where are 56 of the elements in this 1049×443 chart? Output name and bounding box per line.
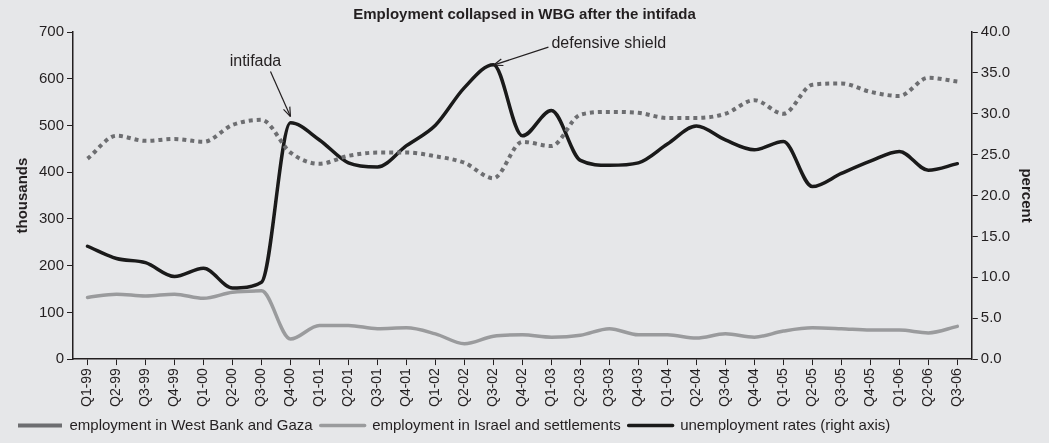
y-tick-label: 200 (39, 255, 65, 273)
y2-tick-label: 15.0 (980, 226, 1011, 244)
x-tick-label: Q2-00 (223, 367, 240, 408)
x-tick-label: Q4-02 (513, 367, 530, 408)
x-tick-label: Q1-00 (194, 367, 211, 408)
y2-tick-label: 5.0 (980, 308, 1002, 326)
annotation: defensive shield (551, 33, 667, 51)
x-tick-label: Q1-99 (78, 367, 95, 408)
x-tick-label: Q4-04 (745, 367, 762, 408)
y2-tick-label: 10.0 (980, 267, 1011, 285)
y2-tick-label: 0.0 (980, 349, 1002, 367)
x-tick-label: Q1-04 (658, 367, 675, 408)
y2-tick-label: 35.0 (980, 63, 1011, 81)
y-axis-title: thousands (13, 157, 31, 234)
x-tick-label: Q4-01 (397, 367, 414, 408)
y-tick-label: 400 (39, 162, 65, 180)
y2-tick-label: 20.0 (980, 185, 1011, 203)
y-tick-label: 300 (39, 209, 65, 227)
x-tick-label: Q4-03 (629, 367, 646, 408)
y2-tick-label: 25.0 (980, 144, 1011, 162)
x-tick-label: Q4-05 (861, 367, 878, 408)
x-tick-label: Q1-05 (774, 367, 791, 408)
y-tick-label: 500 (39, 115, 65, 133)
x-tick-label: Q3-06 (948, 367, 965, 408)
x-tick-label: Q4-99 (165, 367, 182, 408)
x-tick-label: Q3-99 (136, 367, 153, 408)
legend-label: unemployment rates (right axis) (680, 415, 891, 433)
x-tick-label: Q3-02 (484, 367, 501, 408)
legend-label: employment in Israel and settlements (372, 415, 621, 433)
x-tick-label: Q2-04 (687, 367, 704, 408)
x-tick-label: Q1-01 (310, 367, 327, 408)
x-tick-label: Q3-05 (832, 367, 849, 408)
y2-tick-label: 40.0 (980, 22, 1011, 40)
legend-label: employment in West Bank and Gaza (69, 415, 314, 433)
y-tick-label: 700 (39, 22, 65, 40)
y-tick-label: 100 (39, 302, 65, 320)
chart-title: Employment collapsed in WBG after the intifada (353, 5, 697, 23)
x-tick-label: Q4-00 (281, 367, 298, 408)
y2-axis-title: percent (1018, 168, 1036, 223)
y2-tick-label: 30.0 (980, 103, 1011, 121)
x-tick-label: Q3-01 (368, 367, 385, 408)
x-tick-label: Q3-04 (716, 367, 733, 408)
x-tick-label: Q1-03 (542, 367, 559, 408)
y-tick-label: 600 (39, 68, 65, 86)
y-tick-label: 0 (55, 349, 65, 367)
x-tick-label: Q2-01 (339, 367, 356, 408)
x-tick-label: Q2-05 (803, 367, 820, 408)
x-tick-label: Q1-06 (890, 367, 907, 408)
x-tick-label: Q3-00 (252, 367, 269, 408)
x-tick-label: Q3-03 (600, 367, 617, 408)
x-tick-label: Q2-99 (107, 367, 124, 408)
x-tick-label: Q2-03 (571, 367, 588, 408)
x-tick-label: Q2-02 (455, 367, 472, 408)
x-tick-label: Q1-02 (426, 367, 443, 408)
x-tick-label: Q2-06 (919, 367, 936, 408)
annotation: intifada (229, 51, 282, 69)
